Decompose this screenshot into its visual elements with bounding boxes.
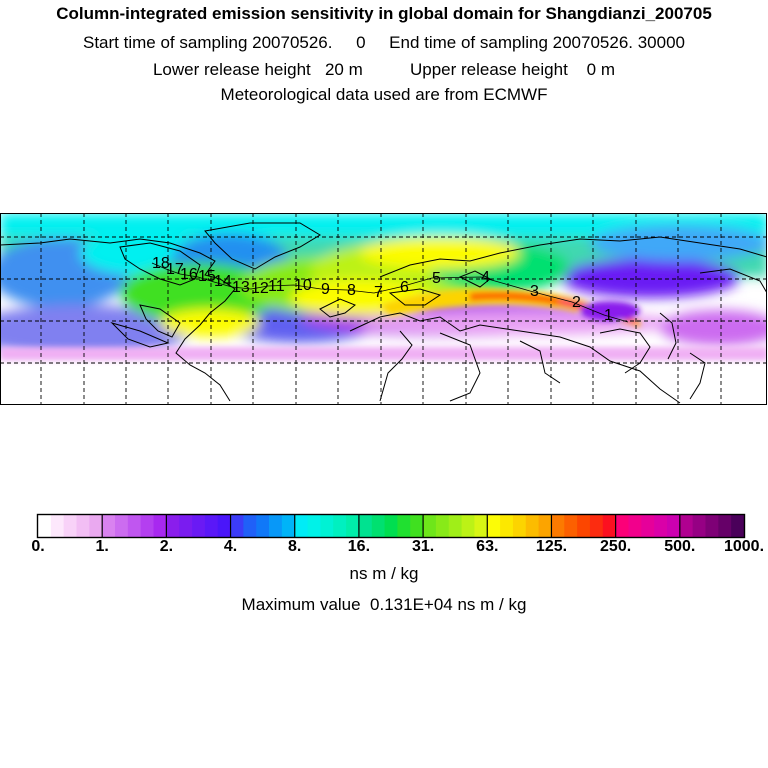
trajectory-label-7: 7	[374, 284, 383, 301]
colorbar-cell	[281, 515, 296, 537]
colorbar-cell	[692, 515, 706, 537]
colorbar-cell	[204, 515, 219, 537]
colorbar-cell	[679, 515, 694, 537]
colorbar-tick-label: 0.	[31, 538, 45, 555]
colorbar-cell	[371, 515, 385, 537]
colorbar-cell	[423, 515, 437, 537]
trajectory-label-18: 18	[152, 255, 170, 272]
colorbar-cell	[577, 515, 591, 537]
coastlines	[0, 222, 767, 404]
colorbar-cell	[243, 515, 257, 537]
colorbar-cell	[38, 515, 52, 537]
colorbar-cell	[397, 515, 411, 537]
map-frame	[0, 213, 767, 405]
colorbar-cell	[500, 515, 514, 537]
colorbar-cell	[666, 515, 681, 537]
colorbar-tick-label: 500.	[664, 538, 696, 555]
sensitivity-field	[0, 213, 767, 405]
colorbar-cell	[628, 515, 642, 537]
colorbar-cell	[525, 515, 540, 537]
colorbar-tick-label: 1.	[95, 538, 109, 555]
colorbar-cell	[63, 515, 77, 537]
trajectory-label-12: 12	[251, 280, 269, 297]
colorbar-cell	[448, 515, 462, 537]
colorbar-tick-label: 4.	[223, 538, 238, 555]
meteo-source-line: Meteorological data used are from ECMWF	[220, 85, 548, 104]
emission-sensitivity-map: 1 2 3 4 5 6 7 8 9 10 11 12 13 14 15 16 1…	[0, 213, 767, 405]
colorbar-cell	[461, 515, 475, 537]
colorbar-cell	[474, 515, 488, 537]
colorbar-cells	[38, 515, 745, 537]
trajectory-label-16: 16	[180, 266, 198, 283]
colorbar-cell	[256, 515, 270, 537]
colorbar-cell	[76, 515, 90, 537]
trajectory-label-1: 1	[604, 307, 613, 324]
colorbar-cell	[217, 515, 231, 537]
colorbar-cell	[731, 515, 745, 537]
colorbar-cell	[654, 515, 668, 537]
colorbar-frame	[36, 513, 746, 539]
trajectory-path	[151, 262, 629, 323]
trajectory-label-15: 15	[198, 268, 216, 285]
trajectory-label-3: 3	[530, 283, 539, 300]
trajectory-label-2: 2	[572, 294, 581, 311]
colorbar-cell	[551, 515, 565, 537]
trajectory-label-14: 14	[214, 273, 232, 290]
colorbar	[36, 513, 746, 539]
colorbar-cell	[153, 515, 167, 537]
colorbar-tick-label: 31.	[411, 538, 435, 555]
trajectory-label-4: 4	[481, 269, 490, 286]
colorbar-cell	[384, 515, 398, 537]
colorbar-cell	[487, 515, 501, 537]
colorbar-dividers	[101, 515, 681, 537]
colorbar-cell	[294, 515, 308, 537]
sampling-time-line: Start time of sampling 20070526. 0 End t…	[83, 33, 685, 52]
colorbar-cell	[179, 515, 193, 537]
colorbar-cell	[410, 515, 424, 537]
colorbar-cell	[102, 515, 116, 537]
colorbar-tick-label: 250.	[600, 538, 632, 555]
graticule	[0, 213, 767, 405]
maximum-value-text: Maximum value 0.131E+04 ns m / kg	[241, 595, 527, 614]
colorbar-tick-label: 2.	[159, 538, 174, 555]
colorbar-cell	[538, 515, 552, 537]
colorbar-cell	[564, 515, 578, 537]
trajectory-label-11: 11	[268, 278, 285, 295]
colorbar-cell	[307, 515, 321, 537]
colorbar-tick-label: 125.	[535, 538, 568, 555]
colorbar-cell	[192, 515, 206, 537]
colorbar-cell	[333, 515, 347, 537]
colorbar-cell	[166, 515, 180, 537]
colorbar-cell	[615, 515, 629, 537]
trajectory-label-6: 6	[400, 279, 409, 296]
colorbar-units: ns m / kg	[349, 564, 419, 583]
colorbar-cell	[140, 515, 154, 537]
colorbar-tick-label: 1000.	[723, 538, 765, 555]
colorbar-cell	[705, 515, 719, 537]
colorbar-cell	[269, 515, 283, 537]
trajectory-label-5: 5	[432, 270, 441, 287]
colorbar-cell	[50, 515, 65, 537]
colorbar-cell	[641, 515, 655, 537]
colorbar-cell	[358, 515, 373, 537]
colorbar-cell	[127, 515, 142, 537]
colorbar-cell	[320, 515, 334, 537]
colorbar-tick-label: 16.	[347, 538, 371, 555]
trajectory-label-10: 10	[294, 277, 312, 294]
colorbar-cell	[602, 515, 617, 537]
colorbar-cell	[435, 515, 450, 537]
plot-title: Column-integrated emission sensitivity i…	[56, 4, 712, 23]
colorbar-cell	[230, 515, 244, 537]
colorbar-cell	[346, 515, 360, 537]
colorbar-cell	[718, 515, 732, 537]
release-height-line: Lower release height 20 m Upper release …	[152, 60, 616, 79]
colorbar-tick-label: 63.	[476, 538, 499, 555]
colorbar-cell	[512, 515, 527, 537]
colorbar-tick-label: 8.	[288, 538, 302, 555]
colorbar-cell	[115, 515, 129, 537]
colorbar-cell	[89, 515, 103, 537]
trajectory-label-13: 13	[232, 279, 250, 296]
colorbar-cell	[589, 515, 604, 537]
